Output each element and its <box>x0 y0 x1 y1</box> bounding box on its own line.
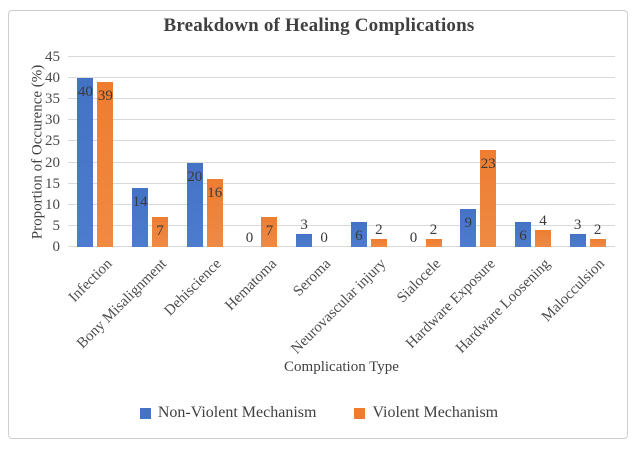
bar-nonviolent-8 <box>514 221 531 247</box>
y-tick-label-35: 35 <box>45 91 60 108</box>
bar-violent-3 <box>261 217 278 247</box>
legend-label: Non-Violent Mechanism <box>157 404 317 421</box>
data-label-nonviolent-8: 6 <box>519 227 527 244</box>
gridline-y-35 <box>68 98 615 100</box>
bar-nonviolent-5 <box>350 221 367 247</box>
y-tick-label-30: 30 <box>45 112 60 129</box>
bar-violent-1 <box>152 217 169 247</box>
y-tick-label-25: 25 <box>45 133 60 150</box>
y-tick-label-0: 0 <box>52 239 61 255</box>
bar-violent-8 <box>534 230 551 247</box>
bar-nonviolent-2 <box>186 162 203 247</box>
data-label-nonviolent-7: 9 <box>464 215 473 231</box>
gridline-y-20 <box>68 161 615 163</box>
bar-violent-5 <box>370 238 387 247</box>
data-label-nonviolent-2: 20 <box>187 168 203 185</box>
plot-area <box>68 56 615 247</box>
gridline-y-0 <box>68 246 615 247</box>
gridline-y-5 <box>68 224 615 226</box>
legend-item-violent: Violent Mechanism <box>354 404 498 422</box>
data-label-nonviolent-1: 14 <box>132 193 148 210</box>
legend-label: Violent Mechanism <box>372 404 499 421</box>
y-tick-label-15: 15 <box>45 175 60 192</box>
gridline-y-45 <box>68 56 615 57</box>
bar-nonviolent-0 <box>77 78 94 247</box>
data-label-violent-3: 7 <box>265 223 274 240</box>
legend-swatch-icon <box>354 407 366 419</box>
data-label-violent-8: 4 <box>539 213 547 230</box>
data-label-nonviolent-5: 6 <box>355 227 363 244</box>
data-label-violent-5: 2 <box>375 221 383 238</box>
bar-nonviolent-1 <box>132 187 149 247</box>
gridline-y-30 <box>68 119 615 121</box>
bar-violent-9 <box>589 238 606 247</box>
data-label-nonviolent-6: 0 <box>409 230 418 246</box>
y-tick-label-45: 45 <box>45 49 60 65</box>
chart-title: Breakdown of Healing Complications <box>163 15 475 36</box>
legend: Non-Violent Mechanism Violent Mechanism <box>0 404 638 422</box>
data-label-nonviolent-4: 3 <box>300 217 308 234</box>
y-tick-label-40: 40 <box>45 70 60 87</box>
gridline-y-15 <box>68 182 615 184</box>
y-tick-label-20: 20 <box>45 154 60 171</box>
legend-swatch-icon <box>139 407 151 419</box>
bar-nonviolent-7 <box>460 209 477 247</box>
legend-item-nonviolent: Non-Violent Mechanism <box>139 404 317 422</box>
data-label-violent-9: 2 <box>593 221 602 238</box>
data-label-violent-0: 39 <box>97 88 113 105</box>
gridline-y-10 <box>68 203 615 205</box>
bar-violent-0 <box>97 82 114 247</box>
data-label-nonviolent-0: 40 <box>77 84 93 101</box>
data-label-violent-4: 0 <box>320 230 328 246</box>
data-label-violent-2: 16 <box>207 185 223 202</box>
x-axis-title: Complication Type <box>284 359 399 375</box>
data-label-nonviolent-3: 0 <box>245 230 254 246</box>
data-label-violent-1: 7 <box>156 223 164 240</box>
bar-violent-7 <box>480 149 497 247</box>
bar-nonviolent-4 <box>296 234 313 247</box>
data-label-violent-6: 2 <box>429 221 438 238</box>
y-tick-label-10: 10 <box>45 196 60 213</box>
bar-violent-6 <box>425 238 442 247</box>
bar-violent-2 <box>206 179 223 247</box>
gridline-y-40 <box>68 77 615 79</box>
data-label-nonviolent-9: 3 <box>573 217 582 234</box>
y-tick-label-5: 5 <box>52 217 61 234</box>
bar-nonviolent-9 <box>569 234 586 247</box>
gridline-y-25 <box>68 140 615 142</box>
data-label-violent-7: 23 <box>480 155 496 172</box>
